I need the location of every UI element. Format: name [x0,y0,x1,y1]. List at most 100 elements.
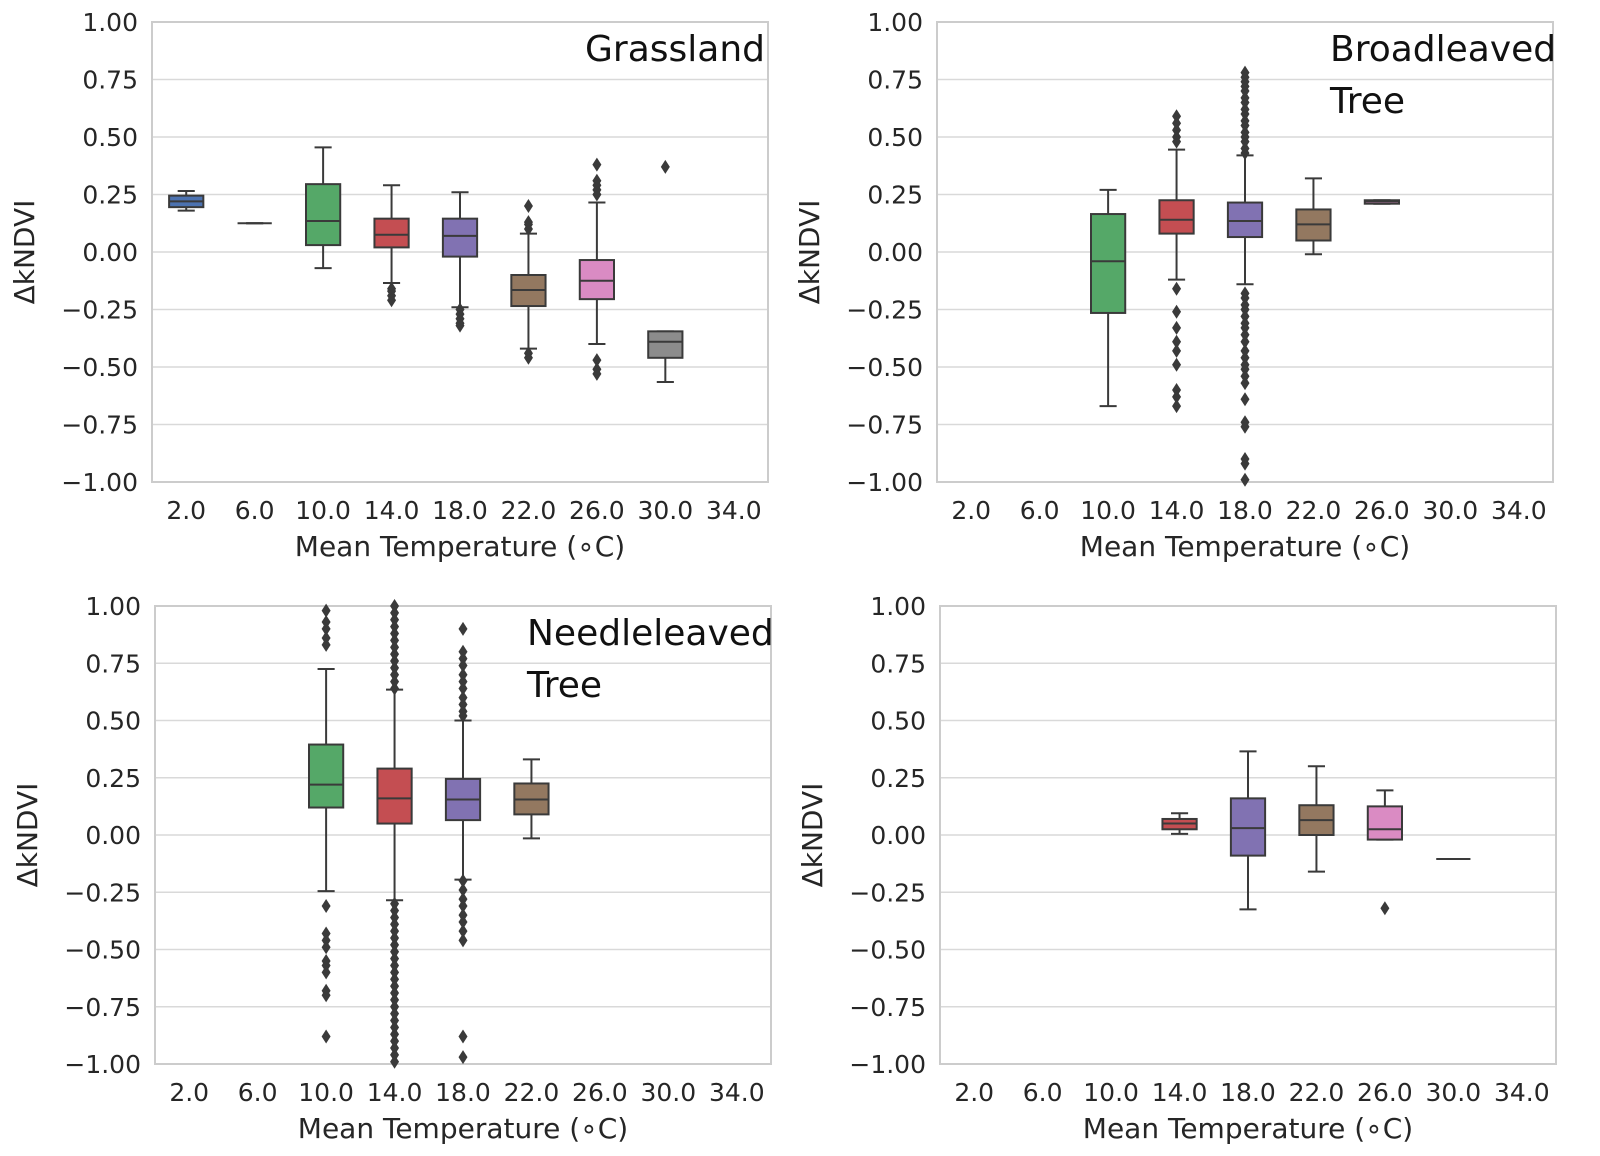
x-tick-label: 34.0 [1491,496,1547,525]
outlier-point [321,621,331,636]
outlier-point [458,681,468,696]
outlier-point [1240,392,1250,407]
outlier-point [458,933,468,948]
panel-label: Tree [1329,81,1405,122]
y-tick-label: 0.25 [870,764,926,793]
y-tick-label: −0.25 [849,878,926,907]
y-tick-label: 0.00 [85,821,141,850]
y-tick-label: 0.50 [867,123,923,152]
x-tick-label: 34.0 [706,496,762,525]
y-tick-label: 0.00 [870,821,926,850]
y-tick-label: 0.75 [85,649,141,678]
panel-3: 1.00 0.75 0.50 0.25 0.00 −0.25 −0.50 −0.75 −1.00… [11,592,774,1145]
outlier-point [592,353,602,368]
x-tick-label: 22.0 [501,496,557,525]
y-tick-label: 0.75 [82,66,138,95]
box-iqr [647,330,684,359]
outlier-point [458,621,468,636]
outlier-point [1240,65,1250,80]
box-18.0 [441,191,479,333]
outlier-point [1240,472,1250,487]
outlier-point [523,215,533,230]
outlier-point [321,1029,331,1044]
x-tick-label: 18.0 [432,496,488,525]
box-iqr [373,217,410,249]
box-iqr [578,259,615,301]
x-tick-label: 26.0 [569,496,625,525]
box-14.0 [373,184,410,308]
plot-frame [151,21,769,483]
y-tick-label: 0.75 [870,649,926,678]
x-tick-label: 22.0 [1289,1078,1345,1107]
outlier-point [1240,334,1250,349]
panel-label: Grassland [585,29,765,70]
y-tick-label: −1.00 [849,1050,926,1079]
outlier-point [1172,399,1182,414]
y-tick-label: 0.75 [867,66,923,95]
outlier-point [523,199,533,213]
outlier-point [390,681,400,696]
y-tick-label: −0.75 [61,411,138,440]
box-iqr [308,743,345,809]
x-tick-label: 14.0 [364,496,420,525]
outlier-point [387,293,397,308]
outlier-point [455,318,465,333]
y-tick-label: −0.75 [846,411,923,440]
x-tick-label: 34.0 [1494,1078,1550,1107]
outlier-point [592,157,602,172]
y-tick-label: −0.25 [64,878,141,907]
outlier-point [321,988,331,1003]
x-tick-label: 30.0 [1422,496,1478,525]
x-tick-label: 26.0 [572,1078,628,1107]
panel-4: 1.00 0.75 0.50 0.25 0.00 −0.25 −0.50 −0.75 −1.00… [796,592,1557,1145]
outlier-point [592,366,602,381]
y-tick-label: 0.25 [85,764,141,793]
y-tick-label: 1.00 [85,592,141,621]
box-26.0 [1366,789,1404,916]
outlier-point [458,658,468,673]
outlier-point [458,915,468,930]
y-tick-label: 1.00 [82,8,138,37]
panel-label: Needleleaved [527,613,774,654]
x-tick-label: 6.0 [238,1078,278,1107]
panel-label: Broadleaved [1330,29,1556,70]
box-iqr [1226,201,1264,239]
x-axis-title: Mean Temperature (∘C) [295,530,625,563]
outlier-point [458,924,468,939]
box-18.0 [1226,65,1264,487]
box-18.0 [444,621,482,1065]
y-tick-label: −1.00 [846,468,923,497]
x-tick-label: 26.0 [1354,496,1410,525]
panel-2: 1.00 0.75 0.50 0.25 0.00 −0.25 −0.50 −0.75 −1.00… [793,8,1556,563]
box-10.0 [305,146,342,270]
box-18.0 [1229,750,1267,911]
box-22.0 [1298,765,1335,873]
x-tick-label: 6.0 [1020,496,1060,525]
box-iqr [1158,199,1195,235]
outlier-point [458,708,468,723]
y-tick-label: −1.00 [61,468,138,497]
x-tick-label: 6.0 [1023,1078,1063,1107]
x-tick-label: 10.0 [295,496,351,525]
box-10.0 [308,603,345,1044]
outlier-point [321,965,331,980]
box-iqr [1090,213,1127,314]
x-tick-label: 18.0 [1220,1078,1276,1107]
y-tick-label: −0.50 [849,936,926,965]
x-tick-label: 6.0 [235,496,275,525]
box-26.0 [1363,199,1401,205]
outlier-point [1172,281,1182,296]
y-tick-label: 0.00 [867,238,923,267]
panel-label: Tree [526,665,602,706]
outlier-point [1172,320,1182,335]
outlier-point [1172,304,1182,319]
x-axis-title: Mean Temperature (∘C) [298,1112,628,1145]
y-tick-label: −0.50 [846,353,923,382]
y-tick-label: 0.25 [82,181,138,210]
x-tick-label: 2.0 [954,1078,994,1107]
box-26.0 [578,157,615,381]
box-iqr [441,217,479,258]
x-axis-title: Mean Temperature (∘C) [1080,530,1410,563]
outlier-point [321,898,331,913]
